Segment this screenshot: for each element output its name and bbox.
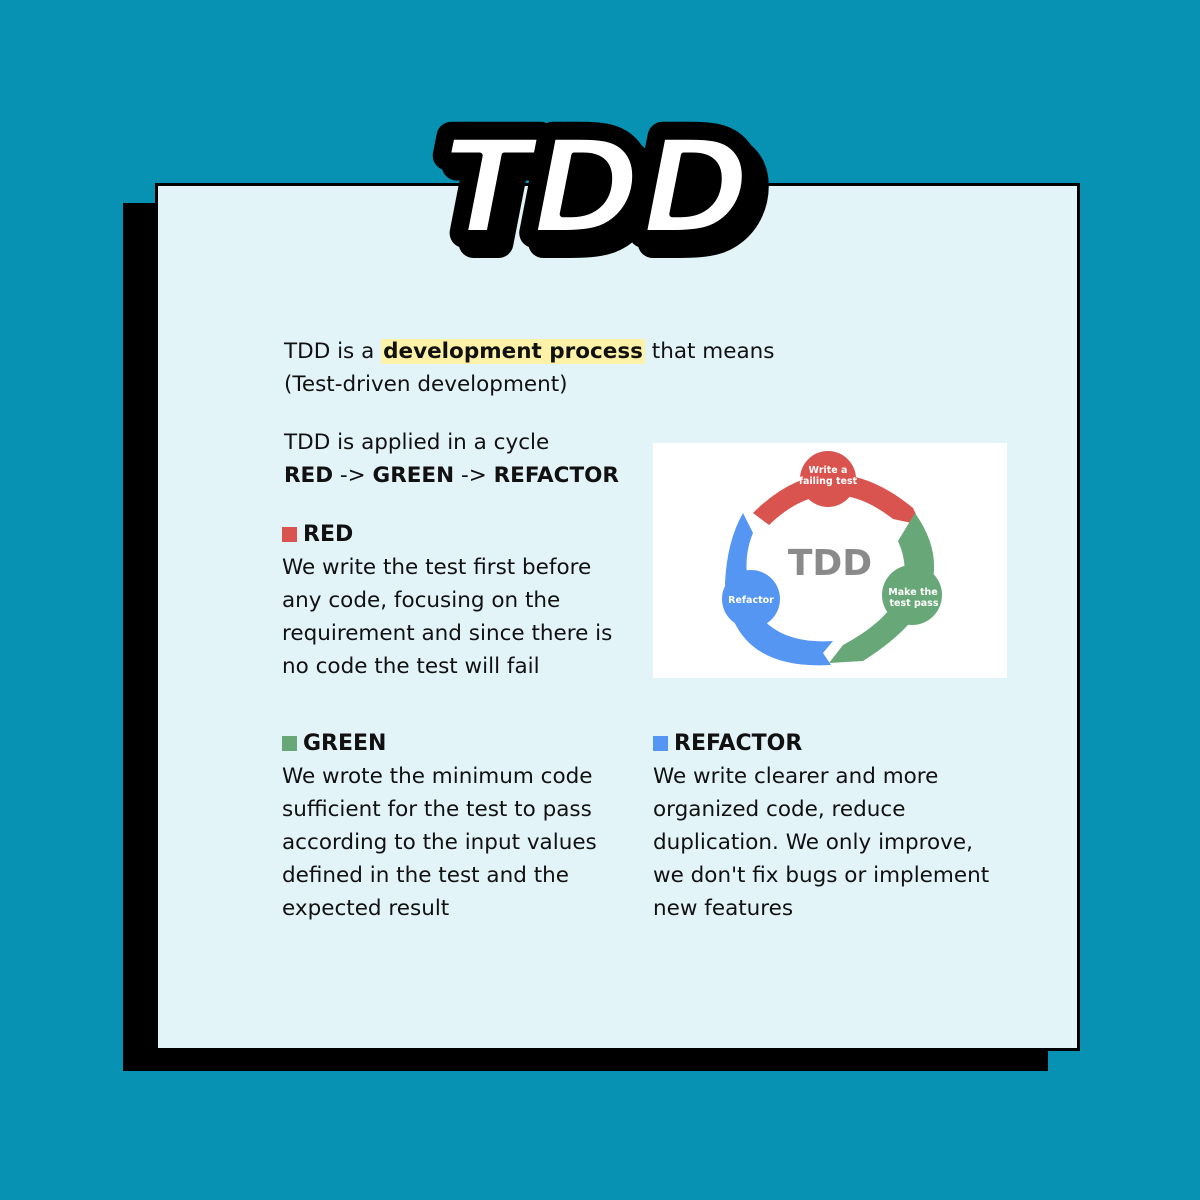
section-refactor-line: duplication. We only improve, [653, 830, 973, 855]
node-red [800, 451, 856, 507]
section-green-line: according to the input values [282, 830, 597, 855]
diagram-center-label: TDD [788, 543, 872, 584]
intro-before: TDD is a [284, 339, 382, 364]
node-red-label-1: Write a [809, 465, 848, 476]
tdd-cycle-diagram: Write a failing test Make the test pass … [653, 443, 1007, 678]
section-refactor: REFACTOR We write clearer and more organ… [653, 726, 1003, 925]
title-badge: TDD TDD TDD [400, 95, 800, 275]
section-green-line: We wrote the minimum code [282, 764, 593, 789]
intro-line-1: TDD is a development process that means [284, 335, 804, 368]
section-red-line: any code, focusing on the [282, 588, 561, 613]
section-refactor-body: We write clearer and more organized code… [653, 760, 1003, 925]
node-green-label-1: Make the [888, 587, 937, 598]
title-graphic: TDD TDD TDD [426, 96, 774, 275]
section-red-line: no code the test will fail [282, 654, 540, 679]
section-green-line: defined in the test and the [282, 863, 569, 888]
section-red-title: RED [303, 521, 354, 547]
blue-square-icon [653, 735, 668, 751]
node-green-label-2: test pass [889, 598, 938, 609]
cycle-line-2: RED -> GREEN -> REFACTOR [284, 459, 644, 492]
intro-paragraph: TDD is a development process that means … [284, 335, 804, 401]
node-blue-label: Refactor [728, 595, 774, 606]
cycle-arc-red [753, 474, 921, 525]
cycle-graphic: Write a failing test Make the test pass … [722, 451, 942, 666]
section-green-title: GREEN [303, 730, 387, 756]
title-shadow: TDD [450, 121, 759, 275]
cycle-green: GREEN [372, 463, 455, 488]
intro-line-2: (Test-driven development) [284, 372, 568, 397]
cycle-refactor: REFACTOR [493, 463, 619, 488]
cycle-arrow-2: -> [454, 463, 494, 488]
section-green-line: sufficient for the test to pass [282, 797, 592, 822]
section-red-heading: RED [282, 517, 632, 551]
section-green-body: We wrote the minimum code sufficient for… [282, 760, 632, 925]
section-refactor-line: organized code, reduce [653, 797, 906, 822]
section-refactor-line: new features [653, 896, 794, 921]
green-square-icon [282, 735, 297, 751]
page-title: TDD [441, 111, 750, 265]
section-green: GREEN We wrote the minimum code sufficie… [282, 726, 632, 925]
section-refactor-heading: REFACTOR [653, 726, 1003, 760]
section-red-line: requirement and since there is [282, 621, 613, 646]
section-refactor-line: we don't fix bugs or implement [653, 863, 990, 888]
section-red: RED We write the test first before any c… [282, 517, 632, 683]
title-outline: TDD [441, 111, 750, 265]
cycle-arc-green [829, 513, 935, 663]
intro-after: that means [644, 339, 775, 364]
node-green [882, 565, 942, 625]
red-square-icon [282, 526, 297, 542]
node-red-label-2: failing test [799, 476, 858, 487]
section-refactor-title: REFACTOR [674, 730, 803, 756]
section-green-heading: GREEN [282, 726, 632, 760]
cycle-line-1: TDD is applied in a cycle [284, 430, 550, 455]
node-blue [722, 570, 780, 628]
intro-highlight: development process [381, 339, 645, 364]
cycle-red: RED [284, 463, 334, 488]
section-red-body: We write the test first before any code,… [282, 551, 632, 683]
section-green-line: expected result [282, 896, 450, 921]
section-red-line: We write the test first before [282, 555, 592, 580]
section-refactor-line: We write clearer and more [653, 764, 939, 789]
cycle-arrow-1: -> [333, 463, 373, 488]
cycle-paragraph: TDD is applied in a cycle RED -> GREEN -… [284, 426, 644, 492]
